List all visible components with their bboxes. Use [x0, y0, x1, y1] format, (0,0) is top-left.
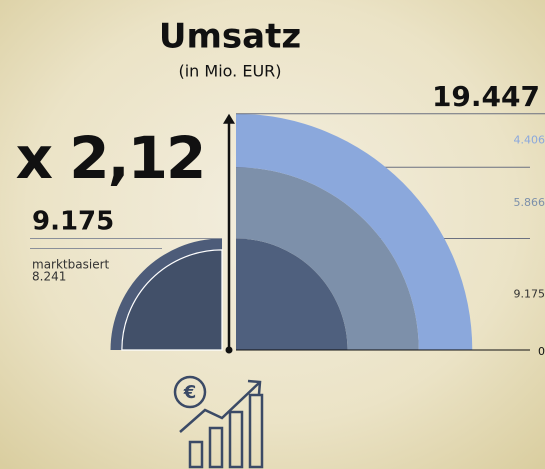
- before-total: 9.175: [32, 207, 114, 237]
- labels: 9.175 marktbasiert 8.241 19.447 9.175 5.8…: [32, 80, 545, 358]
- segment-ring: [236, 167, 419, 350]
- base-label: 0: [538, 345, 545, 358]
- revenue-icon: €: [173, 375, 264, 469]
- segment-ring: [236, 113, 473, 350]
- segment-label: 5.866: [514, 196, 545, 209]
- segment-ring: [236, 238, 348, 350]
- after-total: 19.447: [432, 80, 540, 113]
- subtitle: (in Mio. EUR): [178, 62, 281, 81]
- marks: [30, 113, 545, 354]
- market-sector: [121, 249, 223, 351]
- market-note: marktbasiert: [32, 258, 110, 272]
- market-value: 8.241: [32, 270, 66, 284]
- arrow-dot: [225, 346, 233, 354]
- segment-label: 4.406: [514, 133, 545, 146]
- segment-label: 9.175: [514, 287, 545, 300]
- title: Umsatz: [159, 17, 301, 57]
- multiplier: x 2,12: [16, 124, 205, 192]
- svg-text:€: €: [183, 382, 197, 403]
- arrow-head: [223, 113, 235, 124]
